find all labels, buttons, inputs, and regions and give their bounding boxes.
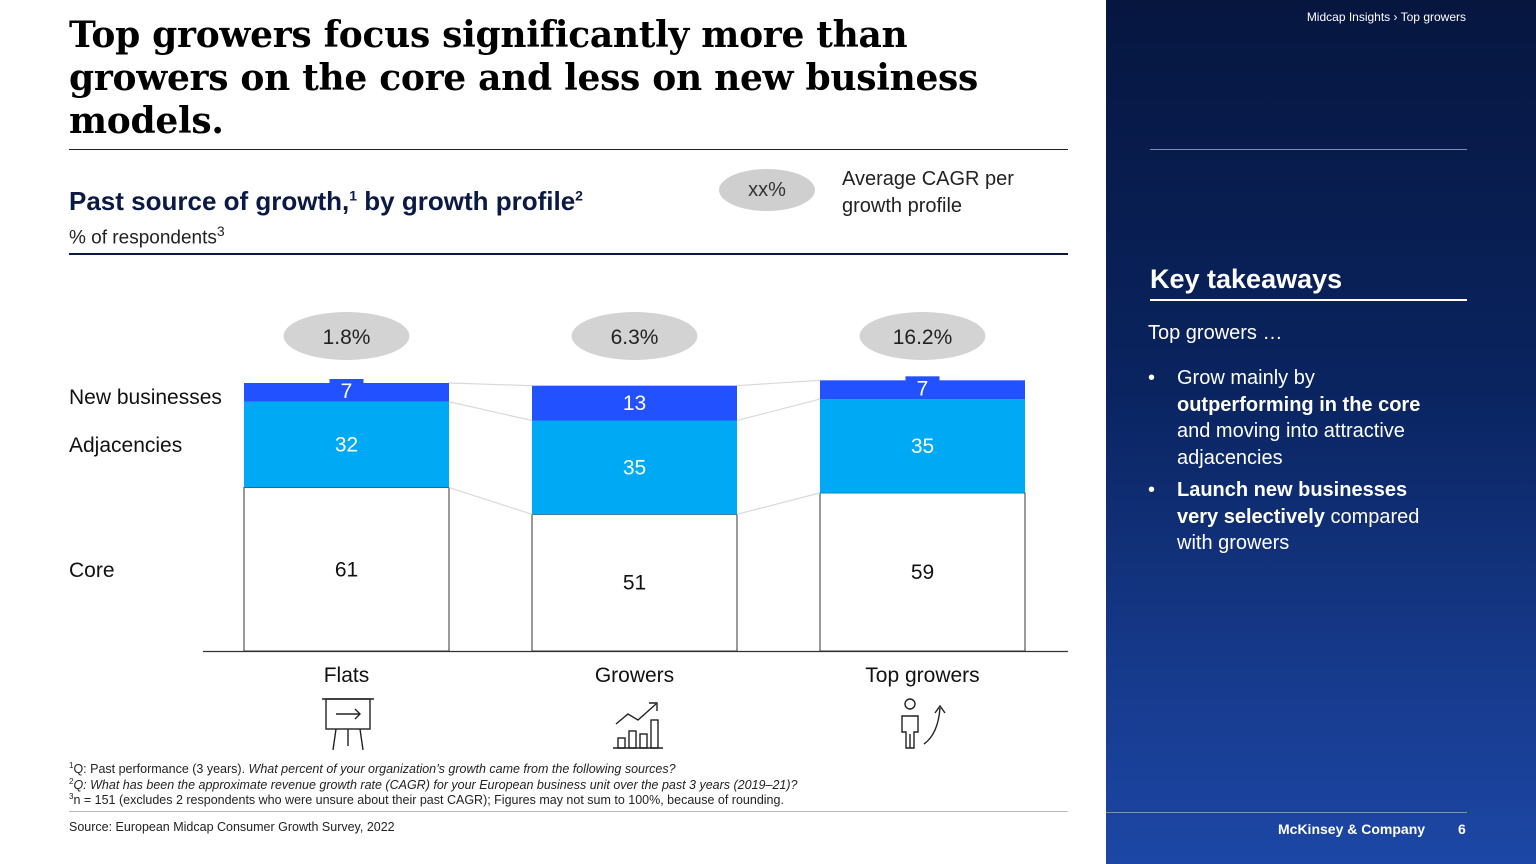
bullet-dot: • bbox=[1148, 367, 1156, 389]
presentation-board-icon bbox=[322, 698, 374, 751]
breadcrumb[interactable]: Midcap Insights › Top growers bbox=[1306, 10, 1466, 24]
bar-segment-adjacencies bbox=[244, 401, 449, 488]
value-label-new-businesses: 7 bbox=[341, 380, 353, 403]
value-label-core: 51 bbox=[623, 572, 646, 595]
takeaways-sidebar: Midcap Insights › Top growers Key takeaw… bbox=[1106, 0, 1536, 864]
bullet-dot: • bbox=[1148, 479, 1156, 501]
takeaway-bullet-1: • Grow mainly by outperforming in the co… bbox=[1148, 367, 1421, 470]
cagr-oval bbox=[283, 312, 410, 360]
bar-segment-core bbox=[531, 513, 738, 652]
cagr-label: 16.2% bbox=[893, 326, 953, 349]
row-label-new-businesses: New businesses bbox=[69, 386, 222, 409]
value-label-core: 59 bbox=[911, 561, 934, 584]
bar-segment-core bbox=[243, 487, 450, 652]
cagr-label: 6.3% bbox=[611, 326, 659, 349]
connector-line bbox=[736, 379, 821, 387]
takeaway-bullet-2: • Launch new businesses very selectively… bbox=[1148, 479, 1420, 555]
bar-segment-new-businesses bbox=[532, 385, 737, 421]
connector-line bbox=[448, 382, 533, 387]
legend-oval: xx% bbox=[719, 169, 815, 211]
value-label-core: 61 bbox=[335, 558, 358, 581]
bar-chart-growth-icon bbox=[613, 702, 663, 749]
title-divider bbox=[69, 149, 1068, 150]
chart-subtitle: % of respondents3 bbox=[69, 223, 225, 249]
bar-segment-adjacencies bbox=[820, 399, 1025, 493]
chart-header-divider bbox=[69, 253, 1068, 255]
connector-line bbox=[448, 401, 533, 422]
bar-segment-core bbox=[819, 492, 1026, 652]
connector-line bbox=[736, 492, 821, 515]
connector-line bbox=[736, 398, 821, 422]
cagr-oval bbox=[571, 312, 698, 360]
connector-line bbox=[448, 486, 533, 515]
category-label: Growers bbox=[595, 664, 674, 687]
value-label-adjacencies: 32 bbox=[335, 434, 358, 457]
footnote-1: 1Q: Past performance (3 years). What per… bbox=[69, 761, 676, 777]
value-label-box bbox=[905, 376, 940, 399]
sidebar-divider-top bbox=[1150, 149, 1467, 150]
legend-text: Average CAGR per growth profile bbox=[842, 168, 1014, 217]
person-growth-arrow-icon bbox=[901, 698, 946, 749]
value-label-new-businesses: 13 bbox=[623, 392, 646, 415]
cagr-label: 1.8% bbox=[323, 326, 371, 349]
category-label: Top growers bbox=[865, 664, 979, 687]
value-label-new-businesses: 7 bbox=[917, 377, 929, 400]
footnote-3: 3n = 151 (excludes 2 respondents who wer… bbox=[69, 792, 784, 808]
row-label-core: Core bbox=[69, 559, 115, 582]
company-logo-text: McKinsey & Company bbox=[1278, 821, 1426, 837]
bar-segment-adjacencies bbox=[532, 420, 737, 515]
row-label-adjacencies: Adjacencies bbox=[69, 434, 183, 457]
slide-title: Top growers focus significantly more tha… bbox=[69, 14, 978, 142]
value-label-box bbox=[329, 379, 364, 401]
page-number: 6 bbox=[1458, 821, 1466, 837]
key-takeaways-heading: Key takeaways bbox=[1150, 264, 1343, 294]
category-label: Flats bbox=[324, 664, 370, 687]
footnote-2: 2Q: What has been the approximate revenu… bbox=[69, 777, 798, 793]
cagr-oval bbox=[859, 312, 986, 360]
takeaways-lead: Top growers … bbox=[1148, 322, 1283, 344]
key-takeaways-underline bbox=[1150, 299, 1467, 301]
value-label-adjacencies: 35 bbox=[623, 456, 646, 479]
stacked-bar-chart: 61 32 7 Flats 1.8% 51 35 13 Growers 6.3% 59 35 7 Top … bbox=[203, 312, 1068, 687]
chart-title: Past source of growth,1 by growth profil… bbox=[69, 186, 583, 216]
value-label-adjacencies: 35 bbox=[911, 435, 934, 458]
footnote-divider bbox=[69, 811, 1068, 812]
source-note: Source: European Midcap Consumer Growth … bbox=[69, 820, 395, 834]
sidebar-divider-bottom bbox=[1106, 812, 1467, 813]
